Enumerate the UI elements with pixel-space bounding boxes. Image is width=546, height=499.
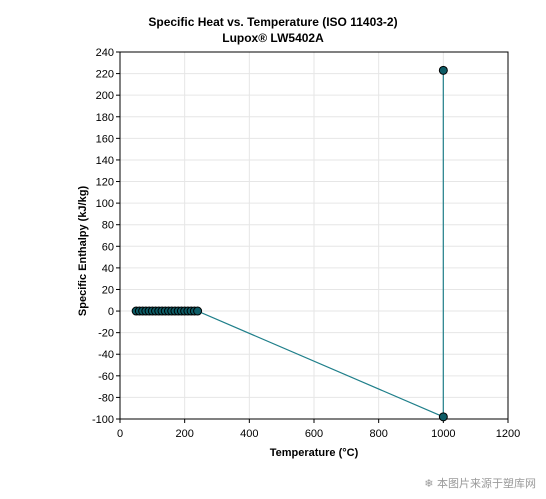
y-axis-label: Specific Enthalpy (kJ/kg) bbox=[77, 186, 89, 317]
y-tick-label: 160 bbox=[96, 133, 114, 145]
series-layer bbox=[131, 65, 448, 422]
y-tick-label: -60 bbox=[98, 371, 114, 383]
y-tick-label: 200 bbox=[96, 90, 114, 102]
y-tick-label: 80 bbox=[102, 220, 114, 232]
y-tick-label: 40 bbox=[102, 263, 114, 275]
y-tick-label: -40 bbox=[98, 349, 114, 361]
y-tick-label: 20 bbox=[102, 284, 114, 296]
chart-title: Specific Heat vs. Temperature (ISO 11403… bbox=[148, 15, 397, 29]
watermark-icon: ❄ bbox=[424, 477, 434, 490]
y-tick-label: -100 bbox=[92, 414, 114, 426]
data-point bbox=[438, 65, 448, 75]
x-tick-label: 400 bbox=[240, 428, 258, 440]
y-tick-label: 0 bbox=[108, 306, 114, 318]
y-tick-label: 140 bbox=[96, 155, 114, 167]
data-point bbox=[438, 412, 448, 422]
x-axis-label: Temperature (°C) bbox=[270, 447, 359, 459]
y-axis: -100 -80 -60 -40 -20 0 20 40 60 80 100 120 140 160 180… bbox=[92, 47, 120, 426]
chart-subtitle: Lupox® LW5402A bbox=[222, 31, 324, 45]
x-tick-label: 1200 bbox=[496, 428, 520, 440]
y-tick-label: 100 bbox=[96, 198, 114, 210]
y-tick-label: 60 bbox=[102, 241, 114, 253]
grid bbox=[119, 51, 509, 420]
y-tick-label: 220 bbox=[96, 69, 114, 81]
x-tick-label: 600 bbox=[305, 428, 323, 440]
watermark: ❄ 本图片来源于塑库网 bbox=[424, 475, 536, 491]
y-tick-label: 240 bbox=[96, 47, 114, 59]
y-tick-label: -20 bbox=[98, 328, 114, 340]
watermark-text: 本图片来源于塑库网 bbox=[437, 477, 536, 490]
x-tick-label: 0 bbox=[117, 428, 123, 440]
x-tick-label: 200 bbox=[175, 428, 193, 440]
series-line bbox=[136, 70, 444, 418]
data-point bbox=[193, 306, 203, 316]
y-tick-label: 120 bbox=[96, 177, 114, 189]
x-axis: 0 200 400 600 800 1000 1200 bbox=[117, 419, 520, 440]
y-tick-label: 180 bbox=[96, 112, 114, 124]
y-tick-label: -80 bbox=[98, 392, 114, 404]
x-tick-label: 1000 bbox=[431, 428, 455, 440]
x-tick-label: 800 bbox=[369, 428, 387, 440]
